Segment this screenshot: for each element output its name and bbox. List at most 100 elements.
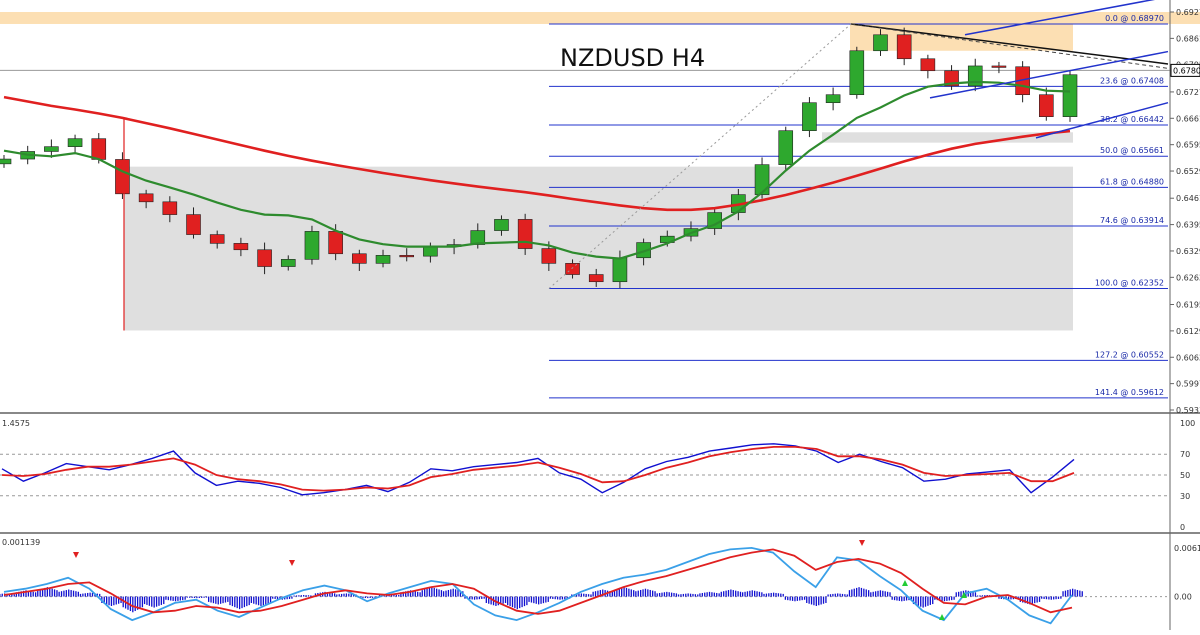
histogram-bar [972,591,974,597]
histogram-bar [56,590,58,597]
histogram-bar [1072,588,1074,597]
histogram-bar [398,594,400,597]
histogram-bar [587,594,590,597]
histogram-bar [663,592,666,597]
histogram-bar [915,596,917,605]
histogram-bar [837,593,839,597]
histogram-bar [533,596,535,604]
histogram-bar [75,591,77,597]
histogram-bar [953,596,955,600]
histogram-bar [68,589,70,597]
histogram-bar [11,594,13,597]
histogram-bar [735,590,737,597]
histogram-bar [528,596,530,602]
histogram-bar [27,590,30,597]
histogram-bar [253,596,255,604]
histogram-bar [118,596,120,604]
histogram-bar [160,596,163,605]
histogram-bar [1079,590,1081,597]
histogram-bar [872,591,874,597]
histogram-bar [658,592,661,597]
histogram-bar [13,594,15,597]
histogram-bar [526,596,528,606]
histogram-bar [590,594,592,597]
histogram-bar [763,593,765,597]
histogram-bar [1034,596,1036,604]
histogram-bar [716,592,718,597]
histogram-bar [442,591,445,597]
histogram-bar [922,596,924,608]
histogram-bar [654,591,656,597]
histogram-bar [737,591,739,597]
histogram-bar [976,595,979,597]
candle-body [304,231,320,260]
shaded-zone [124,166,1073,331]
histogram-bar [661,592,663,597]
histogram-bar [39,589,41,597]
histogram-bar [478,596,481,600]
histogram-bar [699,593,701,597]
histogram-bar [167,596,169,601]
histogram-bar [18,591,20,597]
histogram-bar [552,596,554,599]
histogram-bar [421,590,423,597]
histogram-bar [542,596,545,604]
fast-moving-average-line [3,80,1071,260]
histogram-bar [426,588,428,597]
histogram-bar [677,594,680,597]
histogram-bar [440,590,443,597]
candle-body [612,257,628,283]
histogram-bar [848,590,851,597]
histogram-bar [307,595,310,597]
candle-body [494,219,509,231]
histogram-bar [846,594,848,597]
histogram-bar [170,596,172,601]
histogram-bar [723,591,725,597]
histogram-bar [122,596,124,608]
histogram-bar [1038,596,1041,602]
histogram-bar [815,596,817,606]
histogram-bar [115,596,117,605]
histogram-bar [269,596,272,603]
histogram-bar [473,596,476,600]
candle-body [1039,94,1054,117]
histogram-bar [575,593,578,597]
histogram-bar [497,596,499,606]
trend-line [850,23,1169,65]
histogram-bar [177,596,179,601]
histogram-bar [948,596,950,601]
histogram-bar [905,596,908,601]
histogram-bar [352,594,355,597]
histogram-bar [189,596,191,598]
histogram-bar [174,596,177,602]
histogram-bar [60,591,63,597]
candle-body [896,34,912,60]
sell-signal-arrow [859,540,865,546]
histogram-bar [566,596,568,599]
histogram-bar [241,596,243,609]
histogram-bar [371,596,374,598]
y-tick-label: 0.65950 [1176,141,1200,150]
histogram-bar [255,596,257,605]
histogram-bar [163,596,165,605]
histogram-bar [32,591,34,597]
histogram-bar [340,593,343,597]
fib-level-label: 38.2 @ 0.66442 [1100,115,1164,124]
histogram-bar [53,589,56,597]
histogram-bar [37,590,39,597]
histogram-bar [272,596,274,599]
histogram-bar [454,589,457,597]
histogram-bar [457,589,459,597]
histogram-bar [951,596,953,601]
histogram-bar [682,593,685,597]
histogram-bar [689,593,692,597]
slow-moving-average-line [3,95,1071,212]
histogram-bar [765,593,768,597]
histogram-bar [583,593,585,597]
y-tick-label: 0.68610 [1176,34,1200,43]
histogram-bar [1010,596,1012,600]
histogram-bar [63,590,65,597]
histogram-bar [609,591,611,597]
histogram-bar [516,596,518,610]
histogram-bar [336,594,338,597]
